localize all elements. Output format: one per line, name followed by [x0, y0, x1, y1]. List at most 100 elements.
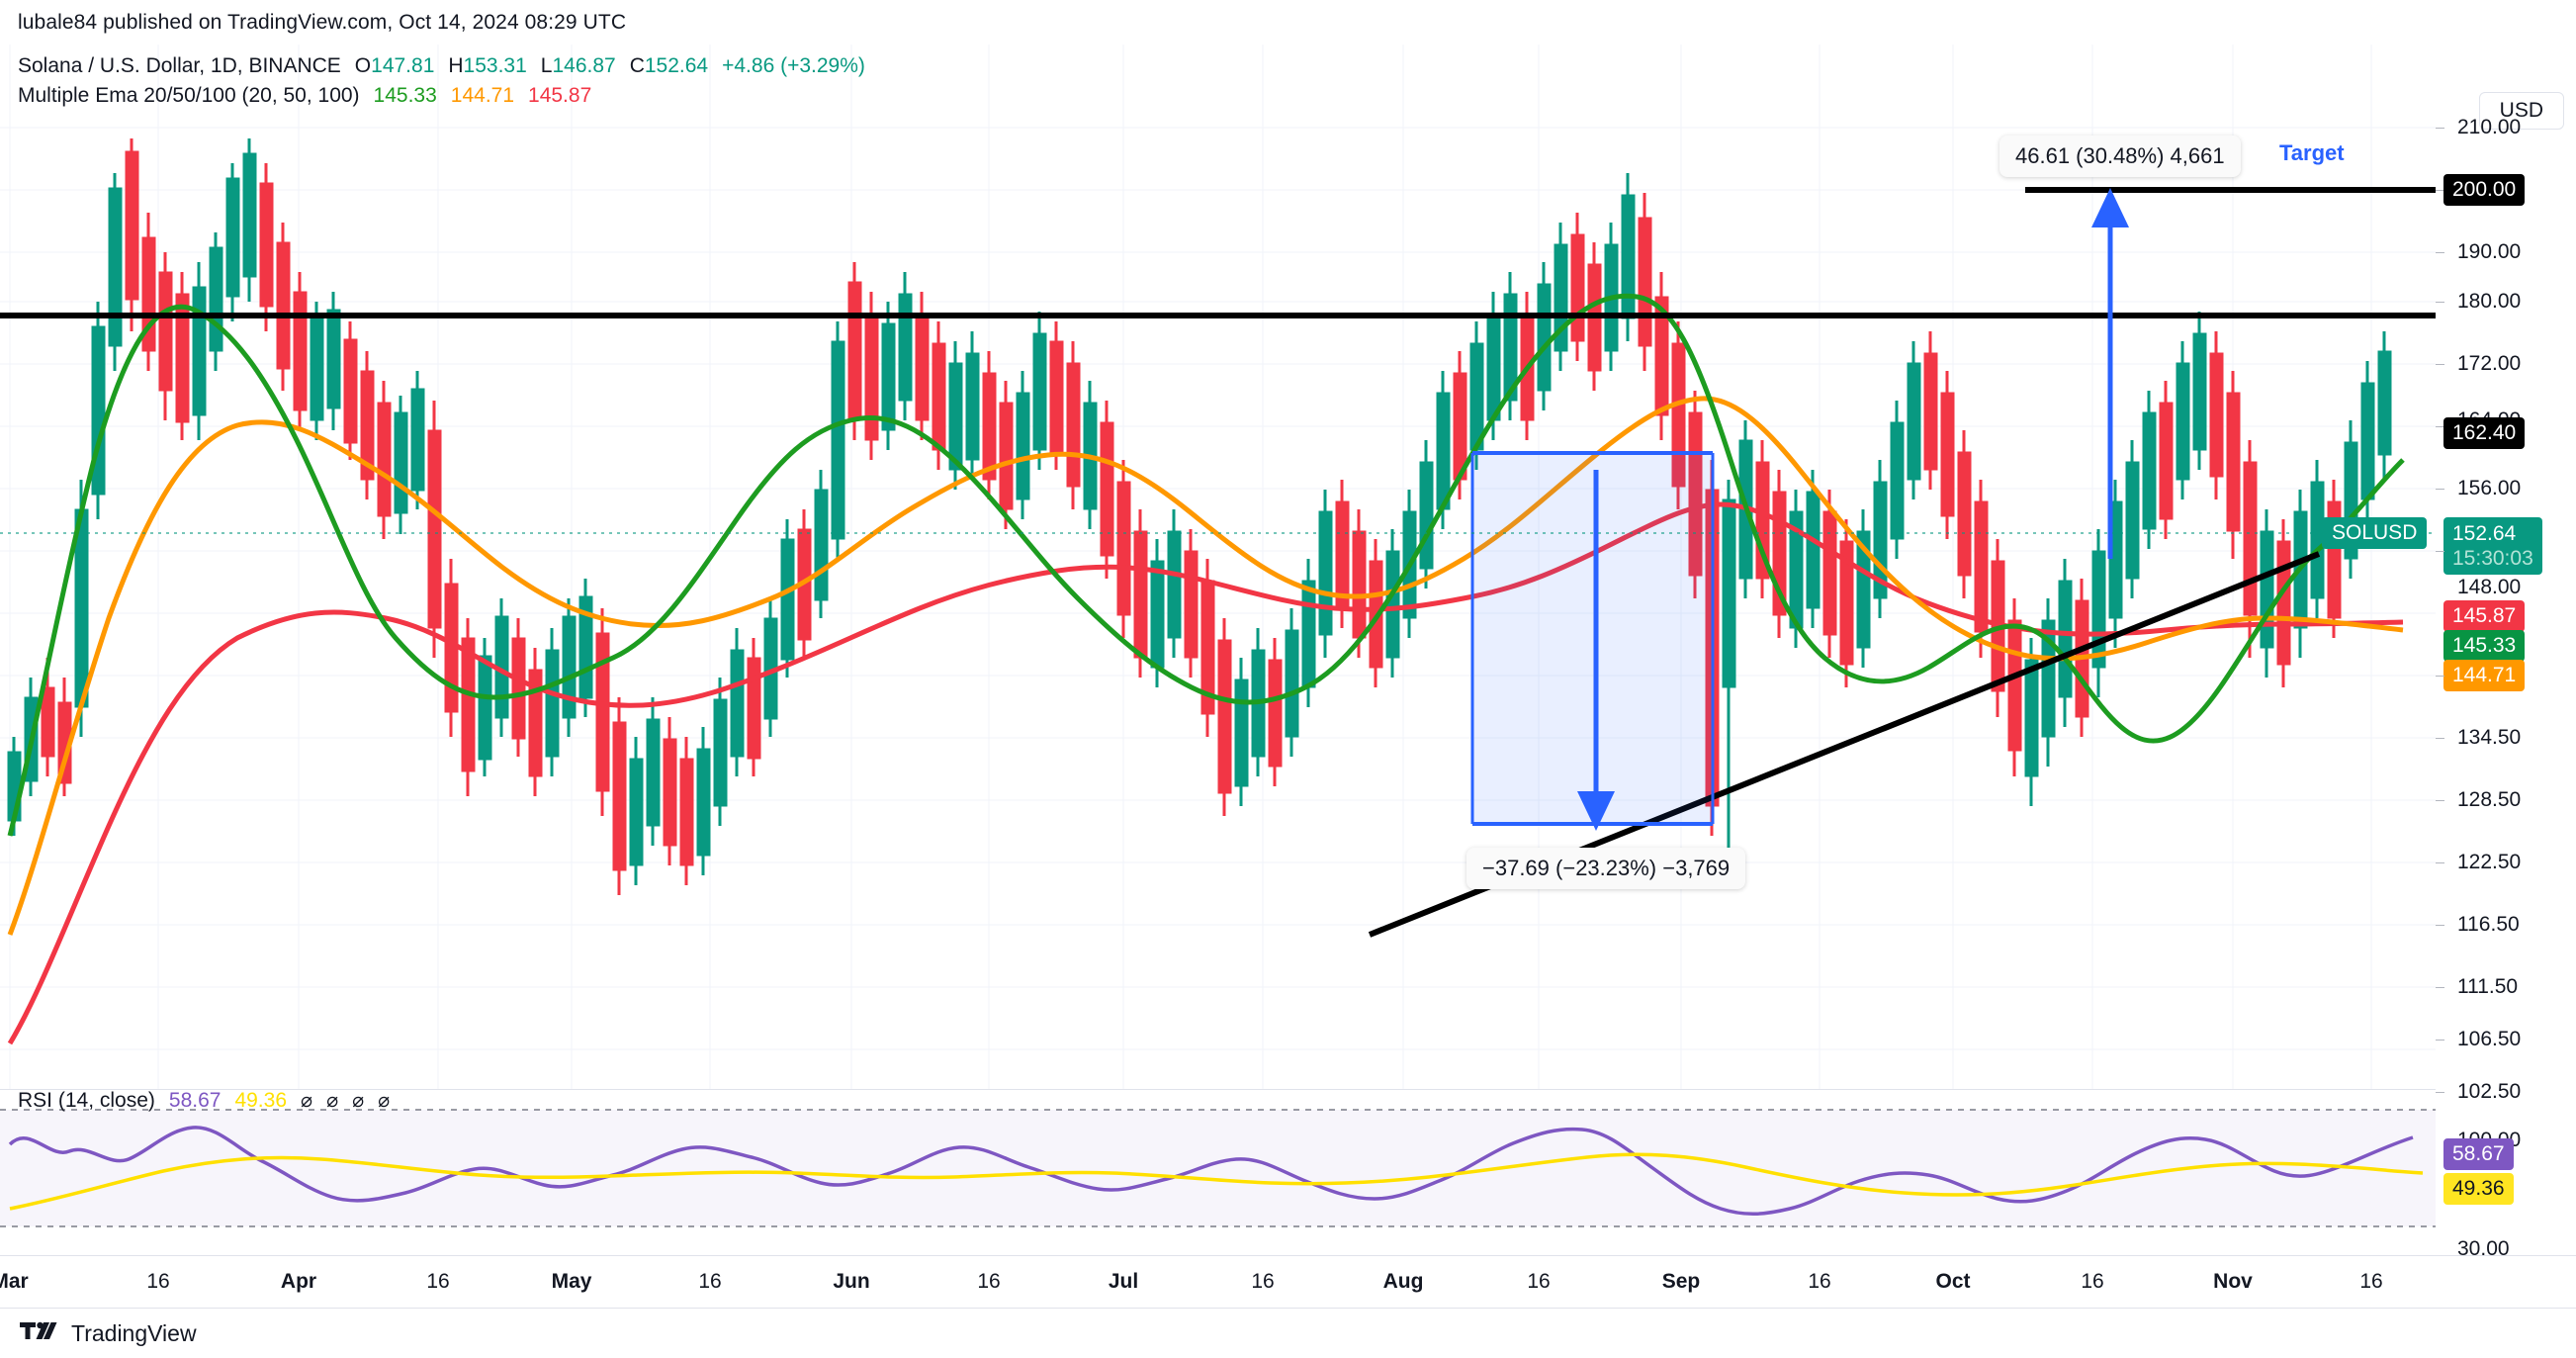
time-tick-mar-16: 16 — [146, 1270, 170, 1293]
pane-separator — [0, 1089, 2436, 1090]
ema100-price-label: 145.87 — [2443, 600, 2526, 632]
time-tick-may: May — [551, 1270, 592, 1293]
time-tick-apr: Apr — [280, 1270, 317, 1293]
price-tick-134-50: 134.50 — [2457, 726, 2522, 749]
price-tick-128-50: 128.50 — [2457, 788, 2522, 811]
chart-legend: Solana / U.S. Dollar, 1D, BINANCE O 147.8… — [18, 51, 865, 111]
time-tick-apr-16: 16 — [426, 1270, 450, 1293]
tick-line — [2436, 738, 2444, 739]
tick-line — [2436, 190, 2444, 191]
rsi-level-30-label: 30.00 — [2457, 1237, 2510, 1260]
rsi-ma-line — [9, 1152, 2424, 1211]
legend-symbol-title[interactable]: Solana / U.S. Dollar, 1D, BINANCE — [18, 54, 341, 77]
price-tick-156: 156.00 — [2457, 477, 2522, 499]
tick-line — [2436, 426, 2444, 427]
legend-ema-title[interactable]: Multiple Ema 20/50/100 (20, 50, 100) — [18, 84, 360, 107]
publisher-text: lubale84 published on TradingView.com, O… — [18, 10, 627, 34]
price-tick-116-50: 116.50 — [2457, 913, 2520, 936]
tick-line — [2436, 925, 2444, 926]
time-tick-jun-16: 16 — [977, 1270, 1001, 1293]
long-position-drawing — [2091, 188, 2129, 559]
time-tick-oct-16: 16 — [2081, 1270, 2104, 1293]
tradingview-logo-icon[interactable] — [20, 1320, 59, 1346]
tv-logo-glyph — [20, 1321, 57, 1339]
legend-symbol-row: Solana / U.S. Dollar, 1D, BINANCE O 147.8… — [18, 51, 865, 81]
time-tick-mar: Mar — [0, 1270, 29, 1293]
time-tick-jul: Jul — [1108, 1270, 1139, 1293]
time-tick-nov: Nov — [2213, 1270, 2253, 1293]
legend-low-value: 146.87 — [552, 54, 616, 77]
price-tick-180: 180.00 — [2457, 290, 2522, 313]
time-tick-aug: Aug — [1382, 1270, 1424, 1293]
legend-high-value: 153.31 — [463, 54, 527, 77]
time-tick-oct: Oct — [1935, 1270, 1971, 1293]
price-chart-pane[interactable]: 46.61 (30.48%) 4,661 Target −37.69 (−23.… — [0, 45, 2436, 1132]
last-price-label: 152.64 15:30:03 — [2443, 517, 2542, 575]
price-tick-148: 148.00 — [2457, 576, 2522, 598]
rsi-legend: RSI (14, close) 58.67 49.36 ⌀ ⌀ ⌀ ⌀ — [18, 1086, 390, 1116]
tick-line — [2436, 551, 2444, 552]
legend-ema-row: Multiple Ema 20/50/100 (20, 50, 100) 145… — [18, 81, 865, 111]
short-loss-annotation: −37.69 (−23.23%) −3,769 — [1466, 848, 1746, 889]
last-price-countdown: 15:30:03 — [2452, 547, 2533, 570]
legend-open-label: O — [354, 54, 372, 77]
rsi-pane[interactable]: RSI (14, close) 58.67 49.36 ⌀ ⌀ ⌀ ⌀ — [0, 1089, 2436, 1255]
time-axis[interactable]: Mar 16 Apr 16 May 16 Jun 16 Jul 16 Aug 1… — [0, 1255, 2576, 1308]
time-tick-aug-16: 16 — [1527, 1270, 1551, 1293]
tick-line — [2436, 302, 2444, 303]
ema-100-line — [7, 501, 2404, 1045]
price-tick-111-50: 111.50 — [2457, 975, 2519, 998]
short-position-drawing — [1470, 451, 1715, 831]
tick-line — [2436, 128, 2444, 129]
rsi-legend-na-2: ⌀ — [326, 1090, 339, 1112]
rsi-line — [8, 1126, 2414, 1217]
price-tick-172: 172.00 — [2457, 352, 2522, 375]
price-chart-svg — [0, 45, 2436, 1090]
price-tick-106-50: 106.50 — [2457, 1028, 2522, 1050]
legend-ema50-value: 144.71 — [450, 84, 515, 107]
tick-line — [2436, 1040, 2444, 1041]
tick-line — [2436, 1092, 2444, 1093]
time-tick-jul-16: 16 — [1251, 1270, 1275, 1293]
tick-line — [2436, 987, 2444, 988]
time-tick-may-16: 16 — [698, 1270, 722, 1293]
rsi-legend-ma-value: 49.36 — [234, 1089, 288, 1112]
legend-open-value: 147.81 — [371, 54, 435, 77]
ema20-price-label: 145.33 — [2443, 630, 2526, 662]
rsi-legend-na-3: ⌀ — [352, 1090, 365, 1112]
legend-ema20-value: 145.33 — [373, 84, 437, 107]
rsi-legend-na-4: ⌀ — [378, 1090, 391, 1112]
currency-badge[interactable]: USD — [2478, 92, 2564, 130]
long-profit-annotation: 46.61 (30.48%) 4,661 — [1999, 136, 2241, 177]
time-tick-nov-16: 16 — [2359, 1270, 2383, 1293]
symbol-badge[interactable]: SOLUSD — [2322, 517, 2428, 549]
legend-close-value: 152.64 — [644, 54, 709, 77]
rsi-legend-title[interactable]: RSI (14, close) — [18, 1089, 155, 1112]
price-tick-122-50: 122.50 — [2457, 851, 2522, 873]
price-label-162-40: 162.40 — [2443, 417, 2526, 449]
time-tick-sep-16: 16 — [1808, 1270, 1831, 1293]
rsi-chart-svg — [0, 1109, 2436, 1227]
time-tick-jun: Jun — [833, 1270, 870, 1293]
price-axis[interactable]: USD 210.00 200.00 190.00 180.00 172.00 1… — [2322, 45, 2576, 1260]
rsi-ma-value-label: 49.36 — [2443, 1173, 2514, 1205]
price-label-200: 200.00 — [2443, 174, 2526, 206]
tick-line — [2436, 676, 2444, 677]
ema50-price-label: 144.71 — [2443, 660, 2526, 691]
publisher-bar: lubale84 published on TradingView.com, O… — [0, 0, 2576, 45]
ema-20-line — [7, 293, 2405, 837]
rsi-legend-na-1: ⌀ — [301, 1090, 313, 1112]
legend-low-label: L — [540, 54, 553, 77]
price-tick-210: 210.00 — [2457, 116, 2522, 138]
tick-line — [2436, 800, 2444, 801]
footer-bar: TradingView — [0, 1308, 2576, 1358]
legend-high-label: H — [448, 54, 464, 77]
tick-line — [2436, 862, 2444, 863]
legend-change-value: +4.86 (+3.29%) — [722, 54, 865, 77]
tick-line — [2436, 364, 2444, 365]
tick-line — [2436, 252, 2444, 253]
rsi-value-label: 58.67 — [2443, 1138, 2514, 1170]
legend-close-label: C — [629, 54, 645, 77]
rsi-legend-value: 58.67 — [168, 1089, 222, 1112]
